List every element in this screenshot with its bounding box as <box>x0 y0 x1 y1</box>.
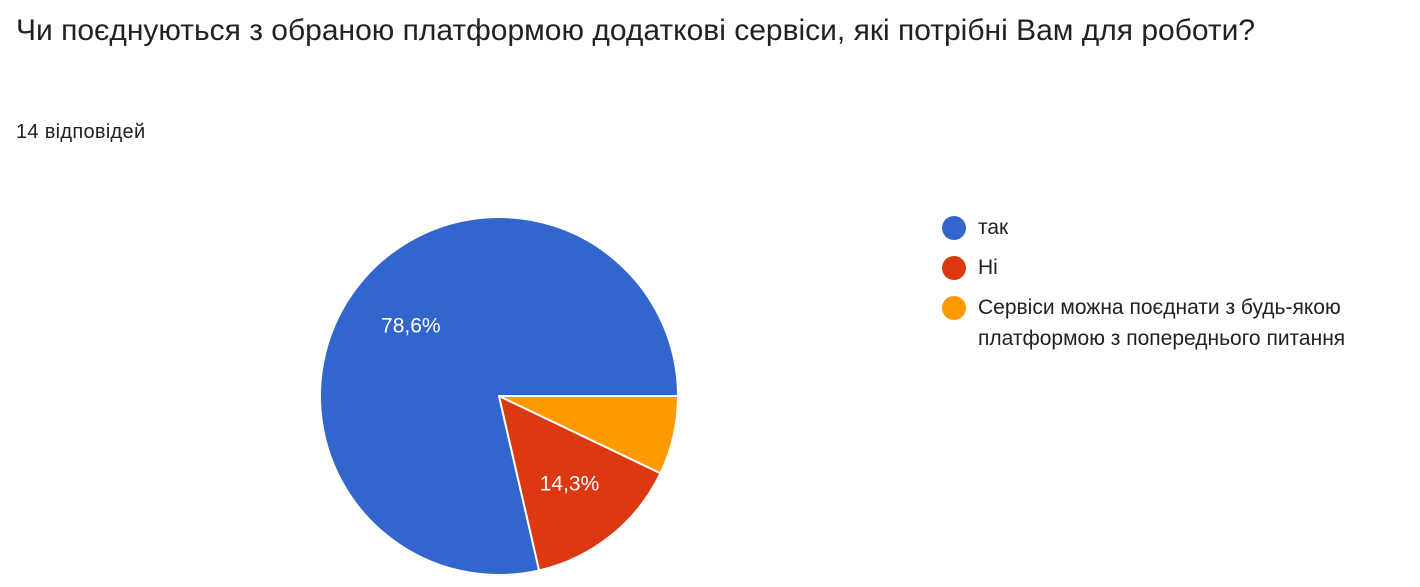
legend-item-ni[interactable]: Ні <box>942 252 1412 283</box>
legend-swatch-any-platform <box>942 296 966 320</box>
pie-label-tak: 78,6% <box>381 314 441 337</box>
pie-slices <box>319 216 679 576</box>
pie-labels: 78,6% 14,3% <box>381 314 599 495</box>
legend-swatch-ni <box>942 256 966 280</box>
pie-slice-any-platform[interactable] <box>498 395 679 475</box>
legend-item-any-platform[interactable]: Сервіси можна поєднати з будь-якою платф… <box>942 292 1412 354</box>
legend-label-any-platform: Сервіси можна поєднати з будь-якою платф… <box>978 296 1346 350</box>
pie-slice-ni[interactable] <box>498 395 662 572</box>
legend-label-tak: так <box>978 216 1009 239</box>
legend-label-ni: Ні <box>978 256 998 279</box>
legend-item-tak[interactable]: так <box>942 212 1412 243</box>
response-count: 14 відповідей <box>16 121 146 143</box>
chart-legend: так Ні Сервіси можна поєднати з будь-яко… <box>942 212 1412 363</box>
legend-swatch-tak <box>942 216 966 240</box>
pie-label-ni: 14,3% <box>540 473 600 496</box>
question-title: Чи поєднуються з обраною платформою дода… <box>16 14 1256 47</box>
